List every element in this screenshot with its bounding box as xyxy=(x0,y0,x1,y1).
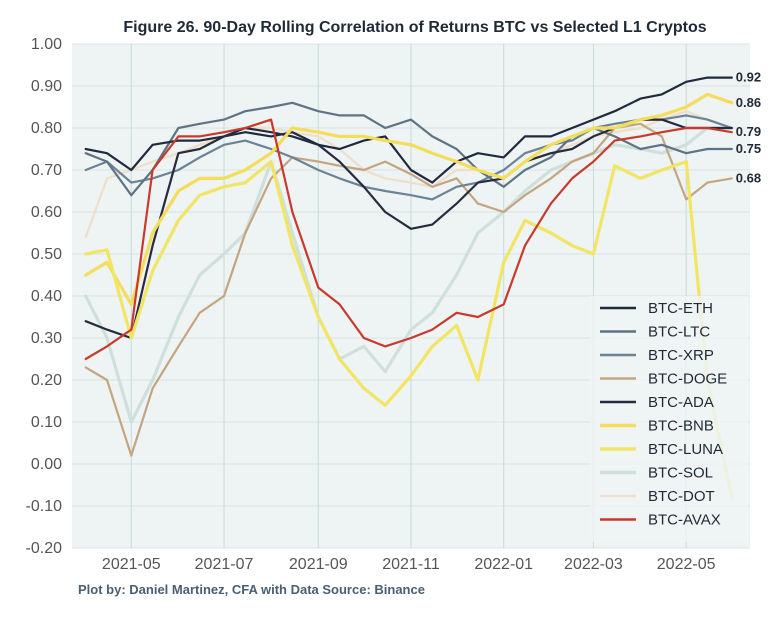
series-line-btc-bnb xyxy=(84,92,734,306)
series-line-btc-xrp xyxy=(84,114,733,201)
x-axis-ticks: 2021-05 2021-07 2021-09 2021-11 2022-01 2022-… xyxy=(102,556,716,573)
x-tick-label: 2021-05 xyxy=(102,556,161,573)
y-tick-label: 0.50 xyxy=(31,246,62,263)
end-label-btc-avax: 0.79 xyxy=(736,124,761,139)
end-label-btc-doge: 0.68 xyxy=(736,170,761,185)
legend-label: BTC-LUNA xyxy=(648,441,723,458)
y-tick-label: 0.10 xyxy=(31,414,62,431)
legend: BTC-ETH BTC-LTC BTC-XRP BTC-DOGE BTC-ADA BTC-… xyxy=(590,296,748,542)
series-line-btc-sol xyxy=(84,126,734,424)
end-label-btc-eth: 0.92 xyxy=(736,70,761,85)
end-label-btc-ltc: 0.75 xyxy=(736,141,761,156)
legend-label: BTC-AVAX xyxy=(648,512,721,529)
end-labels: 0.92 0.75 0.68 0.86 0.79 xyxy=(736,70,761,186)
series-lines xyxy=(84,76,734,500)
legend-label: BTC-DOT xyxy=(648,488,715,505)
chart-title: Figure 26. 90-Day Rolling Correlation of… xyxy=(123,19,706,36)
y-tick-label: 0.80 xyxy=(31,120,62,137)
legend-label: BTC-DOGE xyxy=(648,371,727,388)
legend-label: BTC-SOL xyxy=(648,465,713,482)
legend-label: BTC-LTC xyxy=(648,324,710,341)
legend-background xyxy=(590,296,748,542)
x-tick-label: 2022-03 xyxy=(564,556,623,573)
y-tick-label: 0.60 xyxy=(31,204,62,221)
end-label-btc-bnb: 0.86 xyxy=(736,95,761,110)
x-tick-label: 2022-05 xyxy=(657,556,716,573)
legend-label: BTC-ETH xyxy=(648,300,713,317)
series-line-btc-ltc xyxy=(84,101,733,197)
series-line-btc-luna xyxy=(84,160,734,500)
chart-footnote: Plot by: Daniel Martinez, CFA with Data … xyxy=(78,582,425,597)
legend-label: BTC-BNB xyxy=(648,418,714,435)
y-tick-label: 0.30 xyxy=(31,330,62,347)
y-tick-label: 1.00 xyxy=(31,36,62,53)
y-tick-label: -0.20 xyxy=(26,540,63,557)
x-tick-label: 2021-09 xyxy=(289,556,348,573)
series-line-btc-avax xyxy=(84,118,733,361)
x-tick-label: 2022-01 xyxy=(474,556,533,573)
y-axis-ticks: 1.00 0.90 0.80 0.70 0.60 0.50 0.40 0.30 0.20 0.10… xyxy=(26,36,63,557)
y-tick-label: 0.00 xyxy=(31,456,62,473)
y-tick-label: 0.20 xyxy=(31,372,62,389)
x-tick-label: 2021-07 xyxy=(195,556,254,573)
legend-label: BTC-XRP xyxy=(648,347,714,364)
x-tick-label: 2021-11 xyxy=(382,556,440,573)
y-tick-label: -0.10 xyxy=(26,498,63,515)
series-line-btc-dot xyxy=(84,110,733,239)
legend-label: BTC-ADA xyxy=(648,394,714,411)
y-tick-label: 0.70 xyxy=(31,162,62,179)
series-line-btc-eth xyxy=(84,76,733,184)
y-tick-label: 0.40 xyxy=(31,288,62,305)
y-tick-label: 0.90 xyxy=(31,78,62,95)
